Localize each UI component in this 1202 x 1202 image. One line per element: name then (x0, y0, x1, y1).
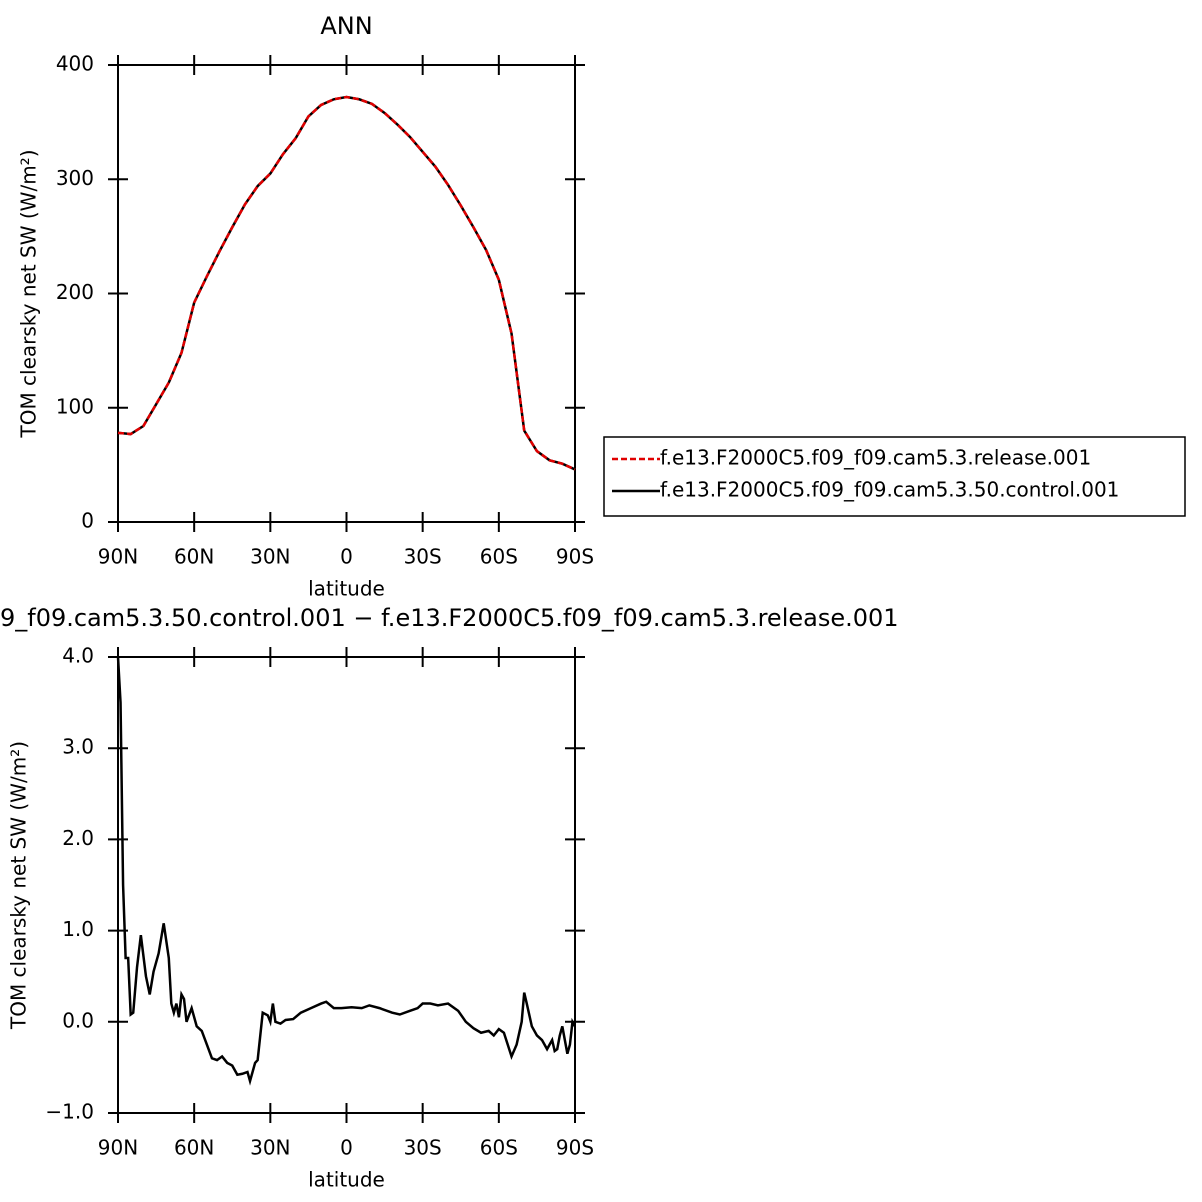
y-tick-label: −1.0 (45, 1100, 94, 1124)
x-tick-label: 30N (250, 1136, 290, 1160)
chart-title: ANN (320, 12, 372, 40)
x-tick-label: 90N (98, 545, 138, 569)
x-tick-label: 90S (556, 545, 594, 569)
x-tick-label: 30N (250, 545, 290, 569)
y-tick-label: 400 (56, 52, 94, 76)
legend-box (603, 436, 1186, 517)
y-tick-label: 0 (81, 509, 94, 533)
x-axis-label: latitude (308, 577, 385, 601)
plot-frame (117, 656, 576, 1114)
chart-title: f.e13.F2000C5.f09_f09.cam5.3.50.control.… (0, 604, 899, 632)
data-line (117, 95, 576, 471)
y-tick-label: 200 (56, 280, 94, 304)
plot-frame (117, 64, 576, 523)
data-line (117, 95, 576, 471)
x-tick-label: 90N (98, 1136, 138, 1160)
data-line (116, 656, 577, 1086)
x-axis-label: latitude (308, 1168, 385, 1192)
x-tick-label: 60S (480, 545, 518, 569)
y-tick-label: 300 (56, 166, 94, 190)
x-tick-label: 60N (174, 545, 214, 569)
y-tick-label: 3.0 (62, 735, 94, 759)
x-tick-label: 0 (340, 1136, 353, 1160)
y-axis-label: TOM clearsky net SW (W/m²) (17, 149, 41, 438)
y-tick-label: 2.0 (62, 826, 94, 850)
legend-label: f.e13.F2000C5.f09_f09.cam5.3.release.001 (660, 446, 1091, 470)
y-tick-label: 4.0 (62, 644, 94, 668)
y-tick-label: 1.0 (62, 917, 94, 941)
legend-label: f.e13.F2000C5.f09_f09.cam5.3.50.control.… (660, 478, 1119, 502)
x-tick-label: 90S (556, 1136, 594, 1160)
y-tick-label: 100 (56, 394, 94, 418)
legend: f.e13.F2000C5.f09_f09.cam5.3.release.001… (603, 436, 1186, 517)
x-tick-label: 30S (404, 545, 442, 569)
x-tick-label: 30S (404, 1136, 442, 1160)
y-tick-label: 0.0 (62, 1008, 94, 1032)
y-axis-label: TOM clearsky net SW (W/m²) (7, 741, 31, 1030)
x-tick-label: 60N (174, 1136, 214, 1160)
x-tick-label: 0 (340, 545, 353, 569)
x-tick-label: 60S (480, 1136, 518, 1160)
